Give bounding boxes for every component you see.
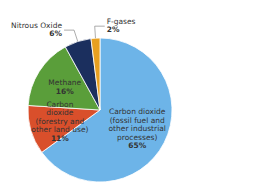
slice xyxy=(91,38,100,110)
value-label: 16% xyxy=(56,87,74,96)
labels: Carbon dioxide(fossil fuel andother indu… xyxy=(11,17,166,150)
value-label: 2% xyxy=(107,25,120,34)
value-label: 6% xyxy=(49,29,62,38)
value-label: 11% xyxy=(51,134,69,143)
slice-label: Carbon dioxide(fossil fuel andother indu… xyxy=(108,107,165,142)
leader-line xyxy=(95,26,105,38)
leader-line xyxy=(64,30,78,41)
chart-container: Carbon dioxide(fossil fuel andother indu… xyxy=(0,0,257,196)
chart: Carbon dioxide(fossil fuel andother indu… xyxy=(0,0,257,196)
slice-label: Carbondioxide(forestry andother land use… xyxy=(31,100,88,135)
value-label: 65% xyxy=(128,141,146,150)
slice xyxy=(28,105,100,152)
slices xyxy=(28,38,172,182)
